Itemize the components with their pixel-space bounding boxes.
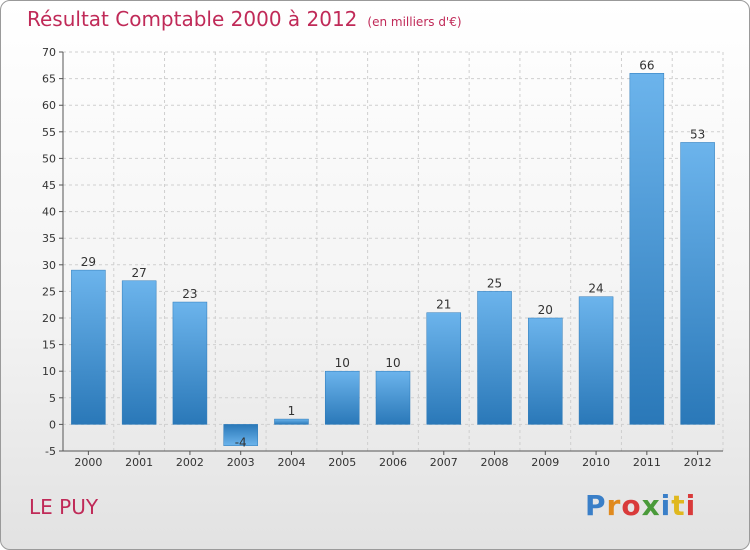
y-tick-label: 10 bbox=[42, 365, 56, 378]
x-tick-label: 2000 bbox=[74, 456, 102, 469]
data-label: 29 bbox=[81, 255, 96, 269]
data-label: 25 bbox=[487, 276, 502, 290]
x-tick-label: 2011 bbox=[633, 456, 661, 469]
x-tick-label: 2002 bbox=[176, 456, 204, 469]
x-tick-label: 2005 bbox=[328, 456, 356, 469]
bar bbox=[375, 370, 411, 425]
logo-letter: i bbox=[685, 489, 697, 522]
bar bbox=[680, 142, 715, 425]
data-label: 23 bbox=[182, 287, 197, 301]
logo-letter: t bbox=[671, 489, 686, 522]
data-label: 20 bbox=[538, 303, 553, 317]
chart-title-text: Résultat Comptable 2000 à 2012 bbox=[27, 7, 358, 31]
y-tick-label: 15 bbox=[42, 339, 56, 352]
y-tick-label: 5 bbox=[49, 392, 56, 405]
x-tick-label: 2008 bbox=[481, 456, 509, 469]
bar bbox=[477, 291, 512, 425]
logo-letter: P bbox=[585, 489, 607, 522]
bar bbox=[71, 269, 106, 425]
chart-subtitle: (en milliers d'€) bbox=[367, 15, 462, 29]
data-label: 21 bbox=[436, 298, 451, 312]
bar bbox=[274, 418, 309, 425]
bar bbox=[629, 73, 665, 425]
proxiti-logo[interactable]: Proxiti bbox=[585, 489, 696, 522]
data-labels: 29 27 23 -4 1 10 10 21 25 20 24 66 53 bbox=[81, 58, 706, 449]
y-tick-label: 50 bbox=[42, 152, 56, 165]
data-label: 27 bbox=[132, 266, 147, 280]
bar bbox=[223, 424, 258, 446]
y-tick-label: 30 bbox=[42, 259, 56, 272]
bar bbox=[578, 296, 614, 425]
data-label: 24 bbox=[588, 282, 603, 296]
y-tick-label: 70 bbox=[42, 46, 56, 59]
x-tick-label: 2009 bbox=[531, 456, 559, 469]
x-tick-label: 2010 bbox=[582, 456, 610, 469]
y-tick-label: 65 bbox=[42, 73, 56, 86]
bar bbox=[121, 280, 157, 425]
y-tick-label: 60 bbox=[42, 99, 56, 112]
y-tick-label: 25 bbox=[42, 285, 56, 298]
logo-letter: i bbox=[660, 489, 672, 522]
axes: -5 0 5 10 15 20 25 30 35 40 45 50 55 60 65 70 2000 2001 20… bbox=[42, 46, 723, 469]
logo-letter: o bbox=[621, 489, 642, 522]
data-label: 10 bbox=[385, 356, 400, 370]
town-name: LE PUY bbox=[29, 495, 99, 519]
chart-title: Résultat Comptable 2000 à 2012 (en millie… bbox=[27, 7, 462, 31]
x-tick-label: 2007 bbox=[430, 456, 458, 469]
x-tick-label: 2012 bbox=[684, 456, 712, 469]
x-tick-label: 2004 bbox=[277, 456, 305, 469]
x-tick-label: 2006 bbox=[379, 456, 407, 469]
y-tick-label: 35 bbox=[42, 232, 56, 245]
data-label: 53 bbox=[690, 127, 705, 141]
logo-letter: x bbox=[641, 489, 661, 522]
bar bbox=[426, 312, 462, 425]
x-tick-label: 2001 bbox=[125, 456, 153, 469]
data-label: 1 bbox=[288, 404, 296, 418]
bar bbox=[528, 317, 563, 425]
data-label: 66 bbox=[639, 58, 654, 72]
bar bbox=[172, 301, 208, 425]
y-tick-label: 0 bbox=[49, 418, 56, 431]
bar bbox=[324, 370, 360, 425]
x-tick-label: 2003 bbox=[227, 456, 255, 469]
data-label: 10 bbox=[335, 356, 350, 370]
y-tick-label: 40 bbox=[42, 206, 56, 219]
y-tick-label: 20 bbox=[42, 312, 56, 325]
y-tick-label: 55 bbox=[42, 126, 56, 139]
data-label: -4 bbox=[235, 435, 247, 449]
y-tick-label: 45 bbox=[42, 179, 56, 192]
bars bbox=[71, 73, 715, 446]
logo-letter: r bbox=[606, 489, 622, 522]
y-tick-label: -5 bbox=[45, 445, 56, 458]
